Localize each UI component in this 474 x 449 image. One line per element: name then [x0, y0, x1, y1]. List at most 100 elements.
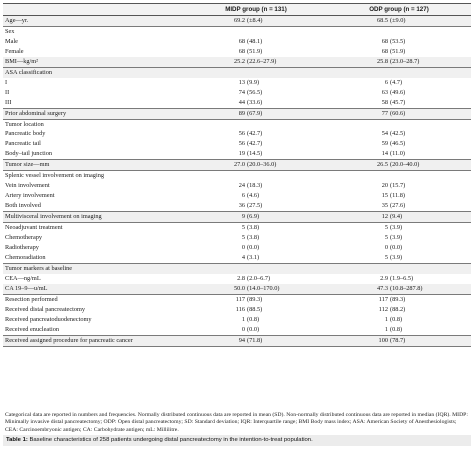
table-row: CEA—ng/mL 2.8 (2.0–6.7) 2.9 (1.9–6.5)	[3, 274, 471, 284]
odp-number: 77	[381, 109, 388, 117]
row-label: Body–tail junction	[3, 149, 185, 161]
table-row: Body–tail junction 19 (14.5) 14 (11.0)	[3, 149, 471, 161]
midp-number: 1	[241, 315, 245, 323]
odp-detail: (11.8)	[390, 192, 405, 200]
odp-number: 1	[384, 315, 388, 323]
odp-value: 26.5 (20.0–40.0)	[327, 159, 471, 172]
odp-number: 100	[378, 336, 388, 344]
row-label: CA 19–9—u/mL	[3, 283, 185, 295]
table-header-row: MIDP group (n = 131) ODP group (n = 127)	[3, 3, 471, 16]
midp-number: 27.0	[233, 161, 245, 169]
odp-number: 47.3	[376, 284, 388, 292]
table-row: Radiotherapy 0 (0.0) 0 (0.0)	[3, 243, 471, 253]
midp-value: 6 (4.6)	[185, 191, 327, 201]
table-row: Pancreatic tail 56 (42.7) 59 (46.5)	[3, 139, 471, 149]
midp-value: 5 (3.8)	[185, 233, 327, 243]
odp-number: 0	[384, 243, 388, 251]
midp-number: 0	[241, 325, 245, 333]
odp-value: 5 (3.9)	[327, 252, 471, 264]
odp-detail: (4.7)	[390, 78, 403, 86]
odp-value: 14 (11.0)	[327, 149, 471, 161]
midp-number: 44	[238, 98, 245, 106]
odp-value: 112 (88.2)	[327, 305, 471, 315]
table-row: Received pancreatoduodenectomy 1 (0.8) 1 (0.…	[3, 315, 471, 325]
odp-detail: (27.6)	[390, 202, 406, 210]
odp-value	[327, 171, 471, 181]
midp-number: 19	[238, 150, 245, 158]
odp-detail: (9.4)	[390, 213, 403, 221]
midp-value: 4 (3.1)	[185, 252, 327, 264]
midp-value: 74 (56.5)	[185, 88, 327, 98]
table-row: Both involved 36 (27.5) 35 (27.6)	[3, 201, 471, 213]
odp-number: 117	[378, 295, 388, 303]
midp-value: 5 (3.8)	[185, 223, 327, 233]
midp-detail: (3.1)	[247, 253, 260, 261]
midp-detail: (6.9)	[247, 213, 260, 221]
row-label: Artery involvement	[5, 192, 55, 200]
odp-number: 26.5	[376, 161, 388, 169]
row-label: Received pancreatoduodenectomy	[5, 315, 92, 323]
midp-number: 74	[238, 88, 245, 96]
odp-value: 68 (51.9)	[327, 47, 471, 57]
odp-number: 63	[381, 88, 388, 96]
midp-value	[185, 119, 327, 129]
table-row: Received assigned procedure for pancreat…	[3, 335, 471, 347]
odp-number: 6	[384, 78, 388, 86]
midp-number: 117	[235, 295, 245, 303]
midp-value: 116 (88.5)	[185, 305, 327, 315]
odp-detail: (0.8)	[390, 315, 403, 323]
row-label: II	[5, 88, 10, 96]
odp-detail: (46.5)	[390, 140, 406, 148]
table-caption: Table 1: Baseline characteristics of 258…	[3, 435, 471, 446]
table-row: Tumor size—mm 27.0 (20.0–36.0) 26.5 (20.0–40…	[3, 159, 471, 172]
odp-value: 47.3 (10.8–287.8)	[327, 283, 471, 295]
table-row: Multivisceral involvement on imaging 9 (6.…	[3, 211, 471, 224]
midp-detail: (0.0)	[247, 325, 260, 333]
midp-value: 24 (18.3)	[185, 181, 327, 191]
midp-number: 13	[238, 78, 245, 86]
row-label: Chemotherapy	[5, 234, 43, 242]
odp-number: 5	[384, 224, 388, 232]
table-row: Splenic vessel involvement on imaging	[3, 171, 471, 181]
odp-number: 5	[384, 253, 388, 261]
row-label: III	[3, 97, 185, 109]
midp-detail: (27.5)	[247, 202, 263, 210]
table-row: Chemotherapy 5 (3.8) 5 (3.9)	[3, 233, 471, 243]
table-notes: Categorical data are reported in numbers…	[5, 412, 468, 433]
odp-detail: (0.8)	[390, 325, 403, 333]
table-row: Sex	[3, 26, 471, 36]
odp-detail: (3.9)	[390, 253, 403, 261]
odp-number: 5	[384, 234, 388, 242]
odp-value: 35 (27.6)	[327, 201, 471, 213]
midp-detail: (71.8)	[247, 336, 263, 344]
row-label: Received assigned procedure for pancreat…	[3, 335, 185, 347]
odp-number: 15	[381, 192, 388, 200]
midp-value: 69.2 (±8.4)	[185, 15, 327, 27]
row-label: Pancreatic body	[5, 130, 46, 138]
row-label: Tumor size—mm	[3, 159, 185, 172]
odp-detail: (0.0)	[390, 243, 403, 251]
midp-detail: (14.5)	[247, 150, 263, 158]
midp-detail: (3.8)	[247, 234, 260, 242]
odp-value: 6 (4.7)	[327, 78, 471, 88]
midp-number: 36	[238, 202, 245, 210]
midp-number: 0	[241, 243, 245, 251]
midp-detail: (67.9)	[247, 109, 263, 117]
midp-value: 1 (0.8)	[185, 315, 327, 325]
midp-detail: (89.3)	[247, 295, 263, 303]
odp-detail: (42.5)	[390, 130, 406, 138]
caption-label: Table 1:	[6, 437, 28, 443]
midp-detail: (20.0–36.0)	[247, 161, 277, 169]
table-row: Tumor markers at baseline	[3, 263, 471, 274]
odp-value: 1 (0.8)	[327, 315, 471, 325]
midp-number: 56	[238, 140, 245, 148]
midp-number: 50.0	[233, 284, 245, 292]
table-row: ASA classification	[3, 67, 471, 78]
odp-value	[327, 67, 471, 78]
row-label: Splenic vessel involvement on imaging	[5, 172, 104, 180]
row-label: Chemoradiation	[3, 252, 185, 264]
midp-number: 56	[238, 130, 245, 138]
midp-detail: (9.9)	[247, 78, 260, 86]
baseline-characteristics-table: MIDP group (n = 131) ODP group (n = 127)…	[3, 3, 471, 347]
